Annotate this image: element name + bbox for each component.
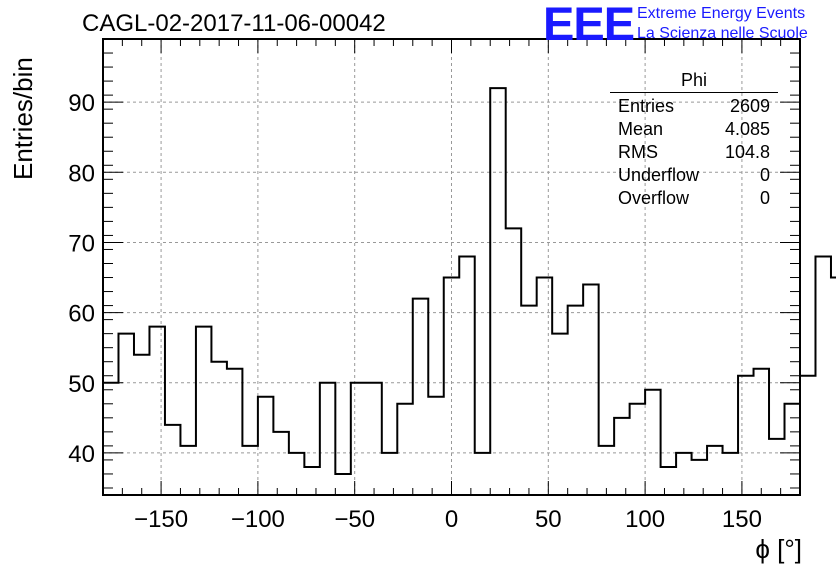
stats-value: 4.085: [724, 119, 770, 139]
logo-caption: Extreme Energy Events La Scienza nelle S…: [637, 4, 808, 44]
histogram-series: [103, 87, 836, 475]
stats-row-entries: Entries 2609: [610, 95, 778, 118]
stats-title: Phi: [610, 70, 778, 93]
x-tick-label: 100: [625, 506, 665, 533]
x-tick-label: −50: [334, 506, 375, 533]
eee-logo: EEE: [543, 0, 635, 50]
stats-row-rms: RMS 104.8: [610, 141, 778, 164]
axis-tick-labels: −150 −100 −50 0 50 100 150 40 50 60 70 80 90: [68, 90, 762, 533]
stats-row-mean: Mean 4.085: [610, 118, 778, 141]
y-axis-label: Entries/bin: [8, 57, 38, 180]
y-tick-label: 70: [68, 230, 95, 257]
x-tick-label: 0: [445, 506, 458, 533]
stats-label: Mean: [618, 119, 664, 139]
stats-row-underflow: Underflow 0: [610, 164, 778, 187]
stats-box: Phi Entries 2609 Mean 4.085 RMS 104.8 Un…: [610, 70, 778, 210]
stats-label: RMS: [618, 142, 658, 162]
stats-label: Underflow: [618, 165, 700, 185]
x-tick-label: −150: [134, 506, 188, 533]
x-tick-label: 50: [535, 506, 562, 533]
axis-ticks: [102, 39, 801, 495]
stats-row-overflow: Overflow 0: [610, 187, 778, 210]
x-tick-label: −100: [231, 506, 285, 533]
y-tick-label: 60: [68, 301, 95, 328]
stats-label: Entries: [618, 96, 675, 116]
logo-caption-line1: Extreme Energy Events: [637, 5, 806, 22]
chart-title: CAGL-02-2017-11-06-00042: [82, 10, 386, 37]
y-tick-label: 90: [68, 90, 95, 117]
stats-label: Overflow: [618, 188, 690, 208]
logo-caption-line2: La Scienza nelle Scuole: [637, 25, 808, 42]
stats-value: 104.8: [724, 142, 770, 162]
x-axis-label: ϕ [°]: [755, 534, 802, 564]
y-tick-label: 40: [68, 441, 95, 468]
stats-value: 2609: [729, 96, 770, 116]
x-tick-label: 150: [722, 506, 762, 533]
y-tick-label: 50: [68, 371, 95, 398]
stats-value: 0: [759, 165, 770, 185]
y-tick-label: 80: [68, 160, 95, 187]
stats-value: 0: [759, 188, 770, 208]
